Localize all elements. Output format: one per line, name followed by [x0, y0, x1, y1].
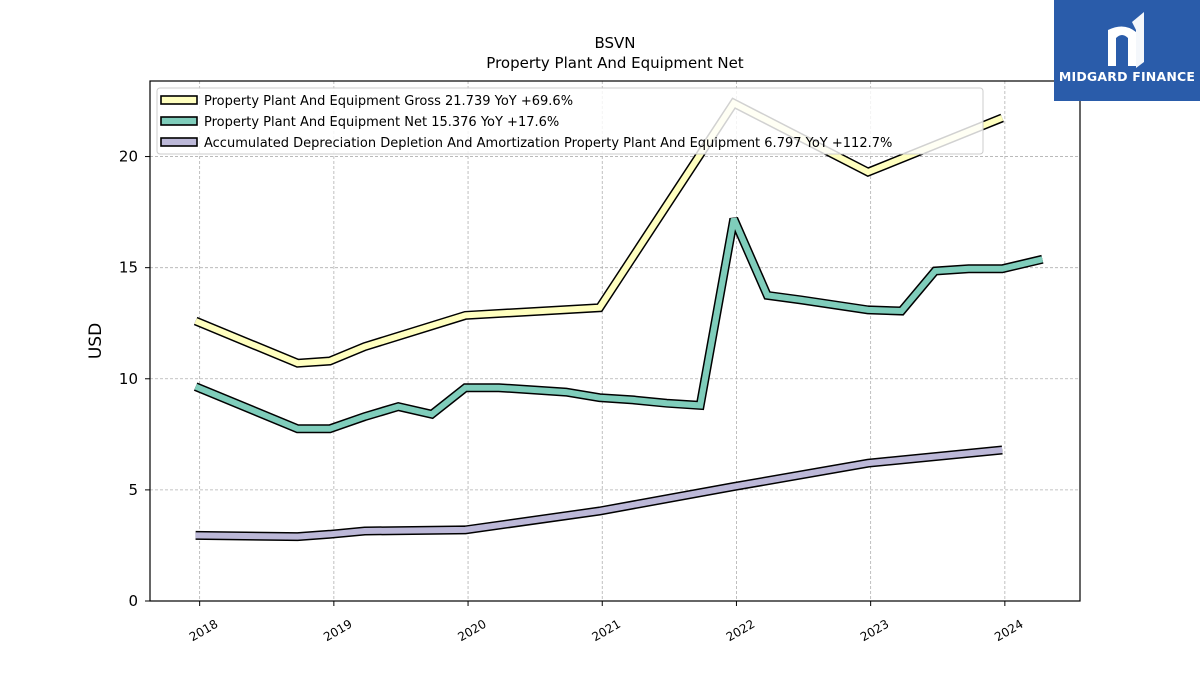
y-tick-label: 10 [119, 370, 138, 388]
y-tick-label: 0 [128, 592, 138, 610]
legend: Property Plant And Equipment Gross 21.73… [156, 87, 984, 155]
y-tick-label: 5 [128, 481, 138, 499]
legend-label: Accumulated Depreciation Depletion And A… [204, 136, 892, 151]
y-axis-label: USD [86, 323, 106, 359]
x-tick-label: 2020 [455, 617, 488, 644]
x-tick-label: 2018 [187, 617, 220, 644]
x-tick-label: 2022 [724, 617, 757, 644]
x-tick-label: 2024 [992, 617, 1025, 644]
chart-subtitle: Property Plant And Equipment Net [486, 54, 743, 72]
y-tick-label: 15 [119, 259, 138, 277]
midgard-logo-icon [1108, 12, 1144, 68]
legend-label: Property Plant And Equipment Gross 21.73… [204, 94, 573, 109]
legend-swatch [160, 116, 198, 126]
grid-lines [150, 81, 1080, 601]
x-tick-label: 2019 [321, 617, 354, 644]
brand-logo: MIDGARD FINANCE [1054, 0, 1200, 101]
legend-swatch [160, 95, 198, 105]
series-layer [193, 97, 1044, 542]
plot-area-frame [149, 80, 1081, 602]
series-line-1 [194, 217, 1044, 432]
x-tick-label: 2021 [590, 617, 623, 644]
y-tick-label: 20 [119, 148, 138, 166]
series-line-2 [195, 447, 1003, 540]
legend-swatch [160, 137, 198, 147]
chart-title: BSVN [594, 34, 635, 52]
x-tick-label: 2023 [858, 617, 891, 644]
brand-name: MIDGARD FINANCE [1058, 69, 1196, 84]
legend-label: Property Plant And Equipment Net 15.376 … [204, 115, 559, 130]
legend-box [156, 87, 984, 155]
